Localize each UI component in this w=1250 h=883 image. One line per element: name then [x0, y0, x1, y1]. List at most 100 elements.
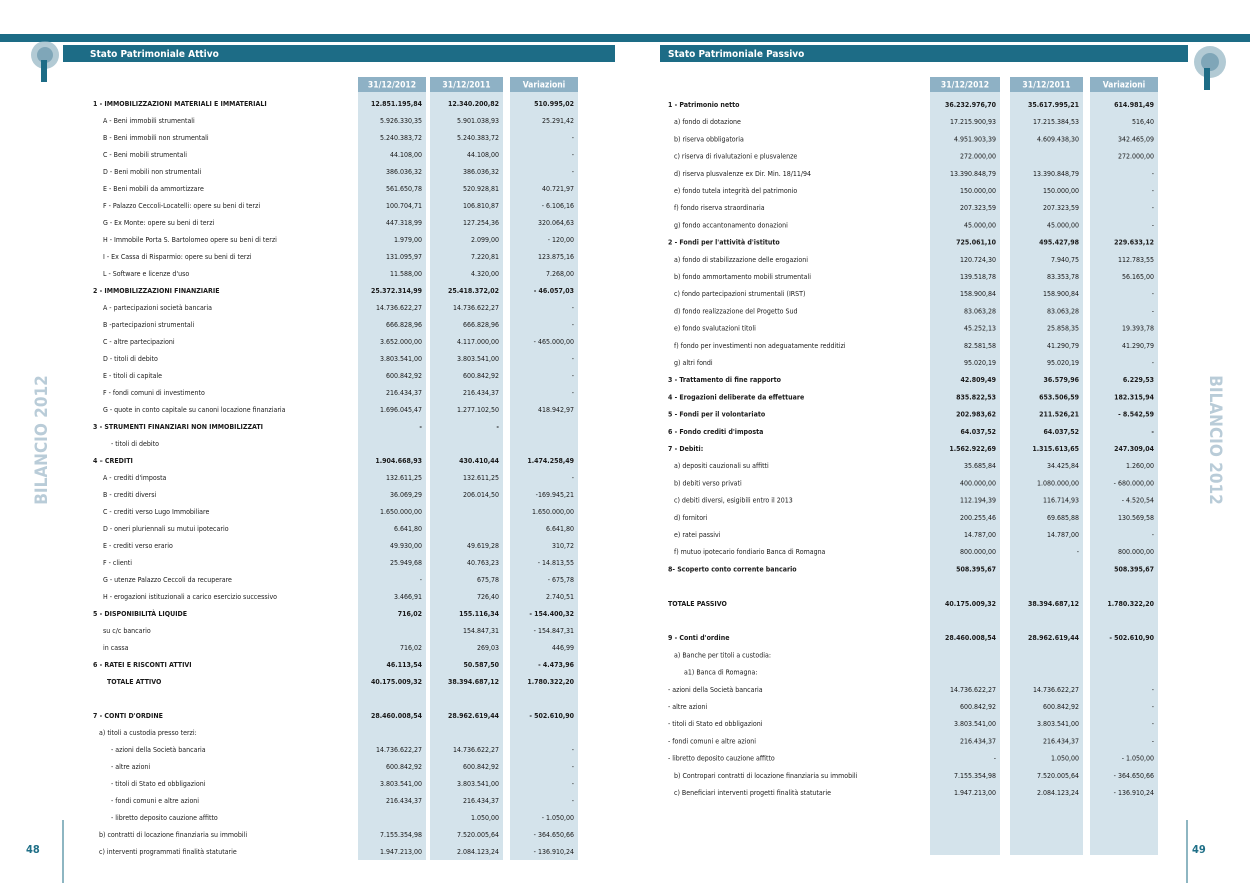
cell-value: 310,72	[552, 542, 574, 550]
row-label: D - oneri pluriennali su mutui ipotecari…	[103, 525, 229, 533]
cell-value: 342.465,09	[1118, 135, 1154, 143]
cell-value: 83.063,28	[1047, 307, 1079, 315]
cell-value: -	[1152, 531, 1154, 539]
cell-value: 2.099,00	[471, 236, 499, 244]
cell-value: 25.372.314,99	[371, 287, 422, 295]
row-label: E - titoli di capitale	[103, 372, 162, 380]
cell-value: - 364.650,66	[1114, 772, 1154, 780]
cell-value: - 465.000,00	[534, 338, 574, 346]
cell-value: 116.714,93	[1043, 497, 1079, 505]
cell-value: - 46.057,03	[534, 287, 574, 295]
cell-value: 2.084.123,24	[1037, 789, 1079, 797]
cell-value: 132.611,25	[386, 474, 422, 482]
cell-value: 600.842,92	[960, 703, 996, 711]
cell-value: 69.685,88	[1047, 514, 1079, 522]
row-label: 4 - Erogazioni deliberate da effettuare	[668, 393, 804, 401]
row-label: b) riserva obbligatoria	[674, 135, 744, 143]
column-header-bg	[930, 77, 1000, 92]
cell-value: 158.900,84	[960, 290, 996, 298]
cell-value: 3.803.541,00	[1037, 720, 1079, 728]
row-label: G - utenze Palazzo Ceccoli da recuperare	[103, 576, 232, 584]
row-label: b) contratti di locazione finanziaria su…	[99, 831, 247, 839]
cell-value: 600.842,92	[386, 372, 422, 380]
row-label: 4 – CREDITI	[93, 457, 133, 465]
row-label: c) riserva di rivalutazioni e plusvalenz…	[674, 153, 797, 161]
column-band	[1090, 92, 1158, 855]
cell-value: 5.901.038,93	[457, 117, 499, 125]
cell-value: 675,78	[477, 576, 499, 584]
cell-value: -	[572, 304, 574, 312]
page-number: 49	[1192, 843, 1206, 856]
cell-value: 6.641,80	[394, 525, 422, 533]
cell-value: - 154.847,31	[534, 627, 574, 635]
cell-value: 40.763,23	[467, 559, 499, 567]
cell-value: 269,03	[477, 644, 499, 652]
cell-value: 154.847,31	[463, 627, 499, 635]
cell-value: 508.395,67	[1114, 565, 1154, 573]
row-label: c) interventi programmati finalità statu…	[99, 848, 237, 856]
column-band	[510, 92, 578, 860]
cell-value: 95.020,19	[964, 359, 996, 367]
cell-value: 7.220,81	[471, 253, 499, 261]
cell-value: 155.116,34	[459, 610, 499, 618]
column-header-bg	[1010, 77, 1083, 92]
cell-value: 211.526,21	[1039, 411, 1079, 419]
cell-value: 13.390.848,79	[950, 170, 996, 178]
cell-value: 600.842,92	[463, 763, 499, 771]
cell-value: 446,99	[552, 644, 574, 652]
row-label: a) titoli a custodia presso terzi:	[99, 729, 197, 737]
row-label: - libretto deposito cauzione affitto	[111, 814, 218, 822]
row-label: 8- Scoperto conto corrente bancario	[668, 565, 797, 573]
row-label: E - crediti verso erario	[103, 542, 173, 550]
cell-value: 82.581,58	[964, 342, 996, 350]
cell-value: 42.809,49	[961, 376, 996, 384]
cell-value: - 675,78	[548, 576, 574, 584]
row-label: 7 - CONTI D'ORDINE	[93, 712, 163, 720]
cell-value: 1.696.045,47	[380, 406, 422, 414]
cell-value: 35.685,84	[964, 462, 996, 470]
row-label: a1) Banca di Romagna:	[684, 669, 757, 677]
cell-value: 112.783,55	[1118, 256, 1154, 264]
cell-value: 207.323,59	[1043, 204, 1079, 212]
page-number: 48	[26, 843, 40, 856]
cell-value: 3.803.541,00	[954, 720, 996, 728]
cell-value: 206.014,50	[463, 491, 499, 499]
cell-value: 207.323,59	[960, 204, 996, 212]
row-label: e) fondo svalutazioni titoli	[674, 325, 756, 333]
cell-value: 35.617.995,21	[1028, 101, 1079, 109]
cell-value: 725.061,10	[956, 239, 996, 247]
cell-value: - 1.050,00	[542, 814, 574, 822]
row-label: 6 - RATEI E RISCONTI ATTIVI	[93, 661, 192, 669]
cell-value: 36.579,96	[1044, 376, 1080, 384]
cell-value: 1.904.668,93	[375, 457, 422, 465]
row-label: a) fondo di dotazione	[674, 118, 741, 126]
cell-value: 1.315.613,65	[1032, 445, 1079, 453]
cell-value: 400.000,00	[960, 479, 996, 487]
cell-value: -	[1152, 307, 1154, 315]
column-header: 31/12/2011	[1022, 81, 1070, 91]
cell-value: 14.787,00	[1047, 531, 1079, 539]
cell-value: 614.981,49	[1114, 101, 1154, 109]
cell-value: - 120,00	[548, 236, 574, 244]
cell-value: 112.194,39	[960, 497, 996, 505]
cell-value: 132.611,25	[463, 474, 499, 482]
row-label: in cassa	[103, 644, 129, 652]
cell-value: 229.633,12	[1114, 239, 1154, 247]
cell-value: 3.803.541,00	[457, 355, 499, 363]
cell-value: 46.113,54	[387, 661, 423, 669]
column-band	[1010, 92, 1083, 855]
cell-value: 49.619,28	[467, 542, 499, 550]
cell-value: -	[572, 355, 574, 363]
row-label: g) fondo accantonamento donazioni	[674, 221, 788, 229]
cell-value: -	[420, 576, 422, 584]
cell-value: 1.947.213,00	[380, 848, 422, 856]
cell-value: -169.945,21	[536, 491, 574, 499]
cell-value: 83.063,28	[964, 307, 996, 315]
cell-value: - 136.910,24	[1114, 789, 1154, 797]
cell-value: 247.309,04	[1114, 445, 1154, 453]
cell-value: 19.393,78	[1122, 325, 1154, 333]
cell-value: 40.175.009,32	[371, 678, 422, 686]
cell-value: 1.650.000,00	[532, 508, 574, 516]
cell-value: 38.394.687,12	[1028, 600, 1079, 608]
cell-value: 4.117.000,00	[457, 338, 499, 346]
